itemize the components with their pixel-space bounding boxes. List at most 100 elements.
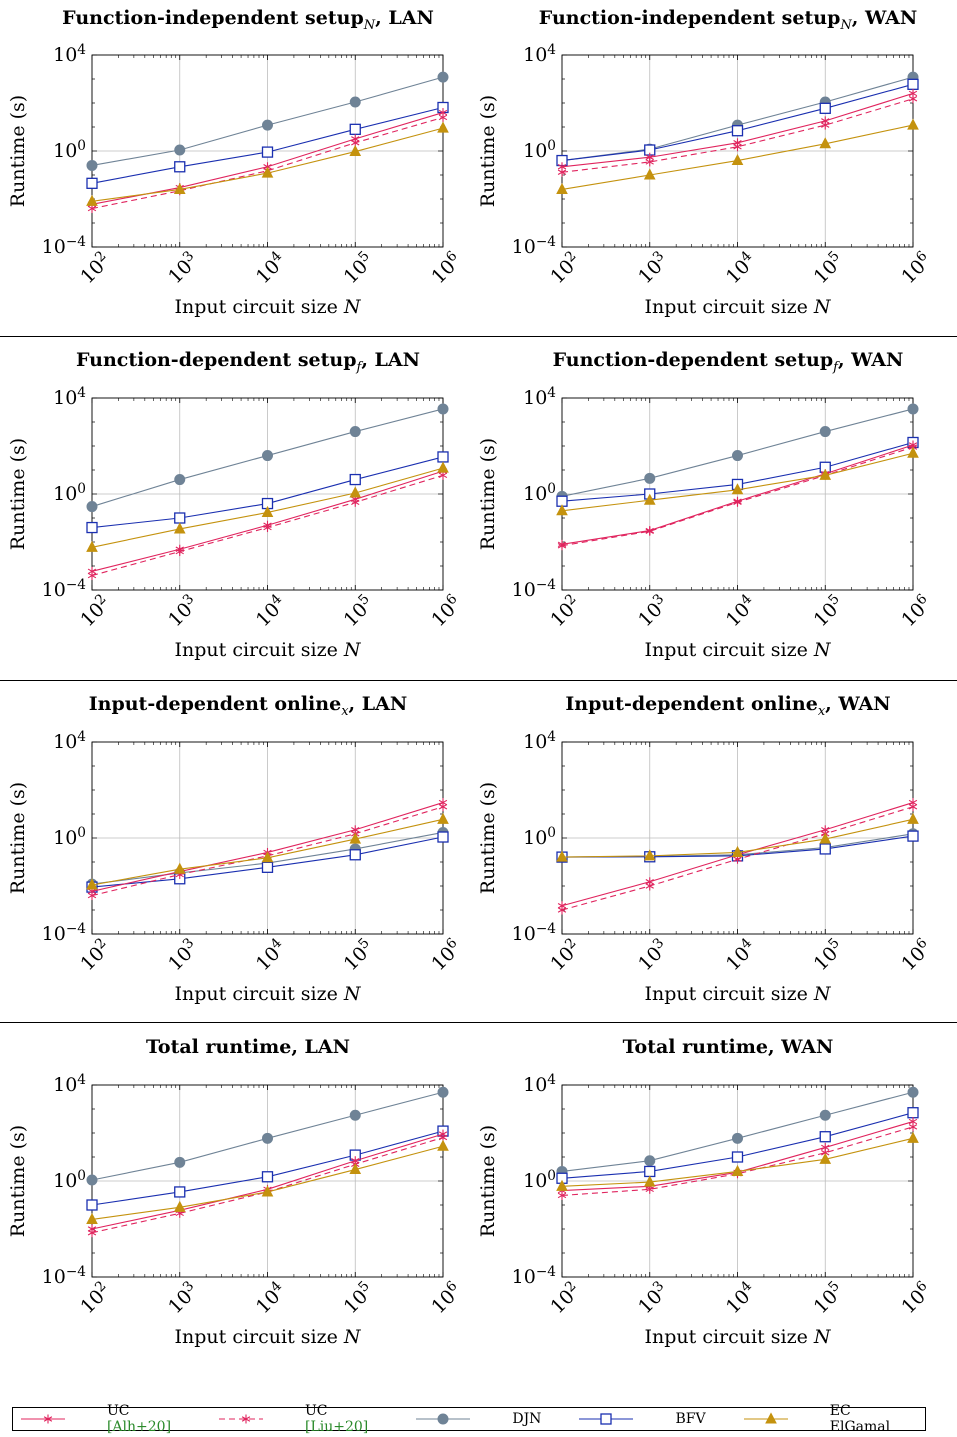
y-tick-label: 100: [523, 481, 556, 505]
y-axis-label: Runtime (s): [477, 95, 499, 207]
x-axis-label: Input circuit size N: [175, 639, 362, 661]
data-point-ec: [819, 468, 832, 480]
y-tick-label: 100: [523, 1168, 556, 1192]
legend-item-bfv: BFV: [571, 1411, 731, 1427]
legend-item-uc_alh: UC [Alh+20]: [13, 1403, 207, 1435]
data-point-bfv: [731, 1151, 744, 1163]
legend-citation[interactable]: [Alh+20]: [106, 1419, 172, 1435]
series-djn: [86, 71, 449, 171]
series-ec: [86, 121, 449, 206]
legend-swatch: [21, 1414, 65, 1424]
data-point-bfv: [86, 1199, 98, 1211]
y-axis-label: Runtime (s): [7, 782, 29, 894]
data-point-ec: [349, 144, 362, 157]
legend-marker: [764, 1412, 777, 1424]
chart-panel: 10−4 100 104 102 103 104 105 106 Input circuit s…: [477, 349, 931, 661]
x-tick-label: 104: [250, 591, 290, 631]
series-ec: [86, 1139, 449, 1224]
data-point-bfv: [437, 831, 449, 843]
x-tick-label: 102: [545, 935, 585, 975]
x-axis-label: Input circuit size N: [645, 1326, 832, 1348]
data-point-ec: [261, 851, 274, 863]
data-point-ec: [261, 1185, 274, 1197]
data-point-bfv: [437, 451, 449, 463]
data-point-uc_liu: [733, 497, 742, 507]
data-point-ec: [907, 446, 919, 458]
x-axis-label: Input circuit size N: [175, 296, 362, 318]
data-point-ec: [437, 121, 449, 133]
x-tick-label: 102: [75, 935, 115, 975]
legend-citation[interactable]: [Liu+20]: [304, 1419, 369, 1435]
data-point-ec: [731, 483, 744, 495]
series-ec: [556, 118, 919, 194]
x-tick-label: 105: [338, 591, 378, 631]
data-point-ec: [437, 461, 449, 473]
data-point-ec: [349, 486, 362, 498]
series-line-uc_liu: [91, 116, 444, 210]
y-tick-label: 100: [53, 1168, 86, 1192]
legend-swatch: [219, 1414, 263, 1424]
legend-swatch: [743, 1412, 788, 1424]
data-point-djn: [174, 474, 186, 486]
data-point-ec: [556, 1179, 568, 1191]
y-tick-label: 104: [53, 1072, 86, 1096]
data-point-bfv: [261, 146, 274, 158]
data-point-djn: [262, 450, 273, 462]
x-axis-label: Input circuit size N: [175, 1326, 362, 1348]
series-ec: [556, 446, 919, 516]
y-axis-label: Runtime (s): [477, 1125, 499, 1237]
series-djn: [86, 1086, 449, 1186]
data-point-ec: [819, 1152, 832, 1164]
data-point-djn: [349, 426, 361, 438]
x-tick-label: 103: [163, 591, 203, 631]
data-point-ec: [86, 540, 98, 552]
x-tick-label: 104: [250, 935, 290, 975]
chart-title: Function-dependent setupf, WAN: [553, 349, 904, 375]
data-point-bfv: [86, 521, 98, 534]
data-point-ec: [173, 182, 186, 194]
x-tick-label: 105: [808, 1278, 848, 1318]
data-point-djn: [349, 1109, 361, 1121]
chart-panel: 10−4 100 104 102 103 104 105 106 Input circuit s…: [7, 349, 461, 661]
data-point-uc_liu: [645, 881, 654, 891]
legend-label: UC [Liu+20]: [304, 1403, 369, 1435]
data-point-ec: [173, 1200, 186, 1212]
data-point-ec: [437, 1139, 449, 1151]
data-point-ec: [86, 878, 98, 890]
y-tick-label: 100: [53, 138, 86, 162]
x-tick-label: 105: [808, 591, 848, 631]
legend-item-djn: DJN: [408, 1411, 567, 1427]
data-point-djn: [174, 1156, 186, 1168]
chart-title: Function-independent setupN, LAN: [62, 7, 434, 33]
section-separator: [0, 680, 957, 681]
data-point-ec: [731, 845, 744, 857]
series-ec: [556, 1131, 919, 1191]
y-tick-label: 104: [523, 385, 556, 409]
x-axis-label: Input circuit size N: [645, 639, 832, 661]
x-tick-label: 104: [720, 935, 760, 975]
x-tick-label: 102: [545, 1278, 585, 1318]
legend-item-ec: EC ElGamal: [736, 1403, 926, 1435]
y-tick-label: 10−4: [512, 1264, 557, 1288]
data-point-djn: [262, 1132, 273, 1144]
x-tick-label: 103: [633, 591, 673, 631]
chart-title: Input-dependent onlinex, LAN: [89, 693, 407, 719]
data-point-ec: [556, 850, 568, 862]
chart-panel: 10−4 100 104 102 103 104 105 106 Input circuit s…: [477, 1036, 931, 1348]
data-point-djn: [437, 403, 449, 415]
legend-marker: [241, 1414, 251, 1424]
y-tick-label: 104: [53, 385, 86, 409]
legend-label: UC [Alh+20]: [106, 1403, 172, 1435]
data-point-bfv: [349, 123, 361, 135]
data-point-ec: [261, 166, 274, 178]
data-point-bfv: [174, 1186, 186, 1198]
data-point-djn: [437, 71, 449, 83]
data-point-ec: [643, 849, 656, 861]
chart-title: Total runtime, WAN: [623, 1036, 834, 1058]
data-point-ec: [731, 1164, 744, 1176]
data-point-uc_liu: [908, 802, 918, 812]
x-axis-label: Input circuit size N: [645, 296, 832, 318]
data-point-ec: [86, 1212, 98, 1224]
chart-panel: 10−4 100 104 102 103 104 105 106 Input circuit s…: [7, 693, 461, 1005]
data-point-uc_liu: [908, 1122, 918, 1132]
